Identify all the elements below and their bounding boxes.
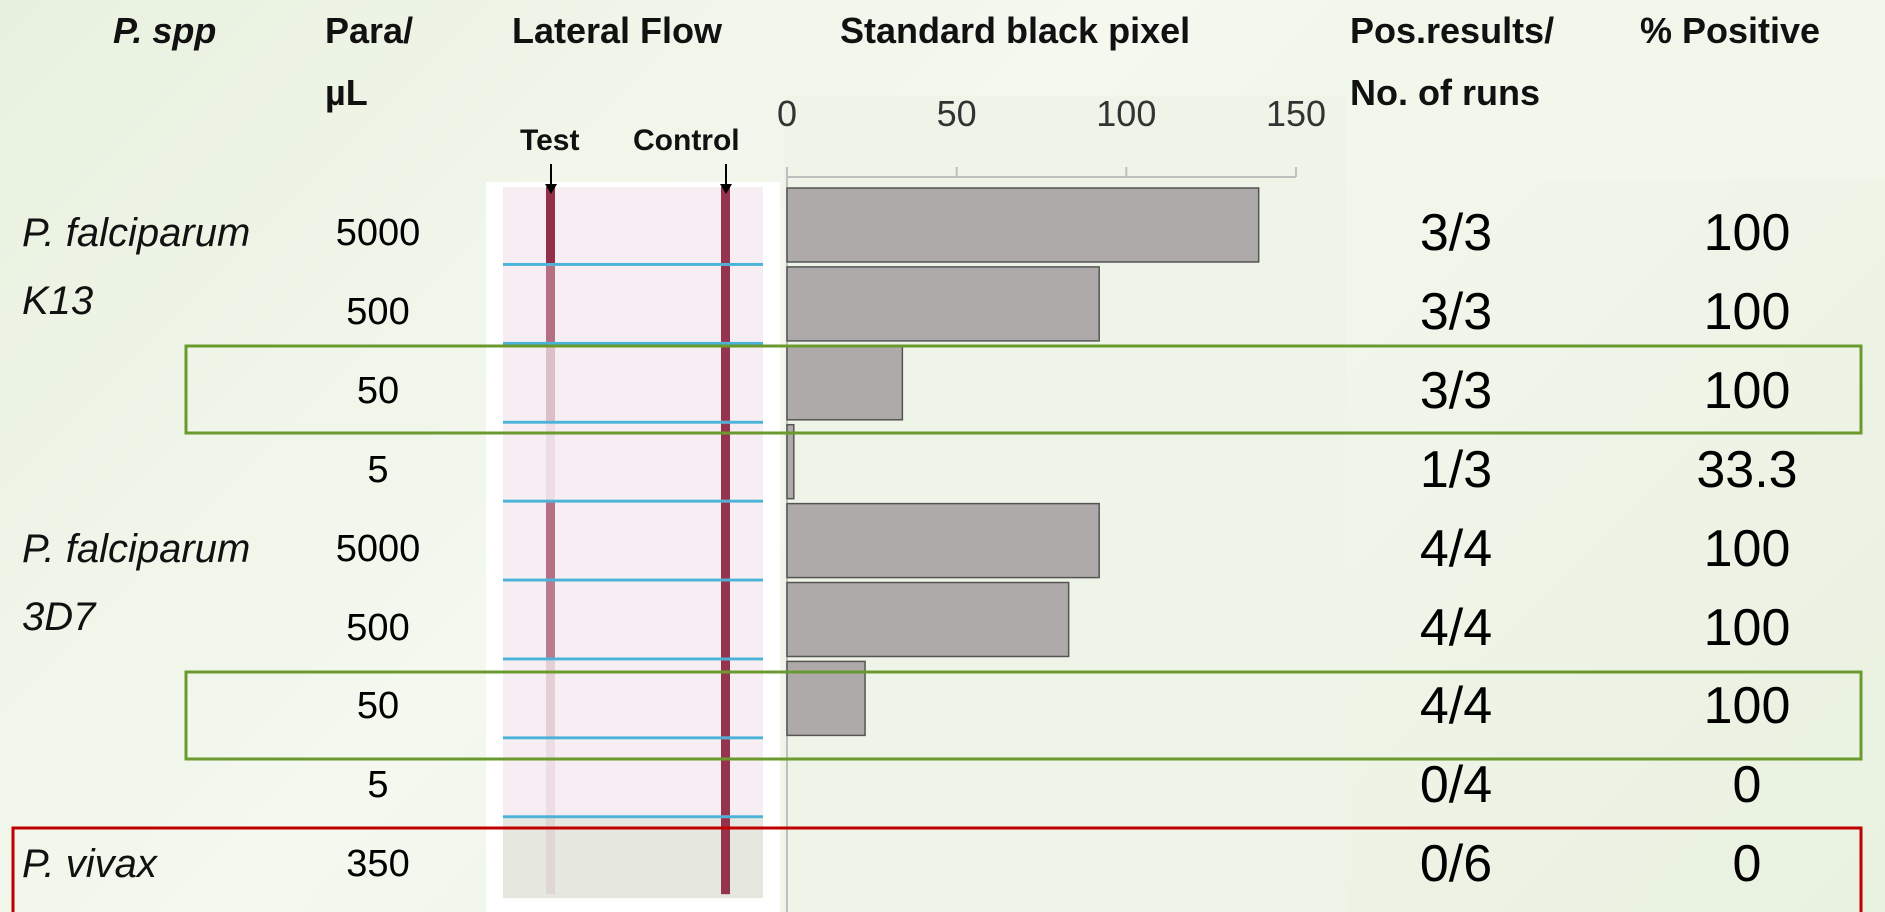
- pos-result: 4/4: [1419, 519, 1493, 578]
- control-line: [721, 739, 730, 816]
- header-para: Para/ µL: [325, 10, 414, 113]
- test-line: [546, 423, 555, 500]
- strip-band: [503, 660, 763, 741]
- test-arrowhead: [545, 184, 557, 194]
- header-species: P. spp: [113, 10, 217, 51]
- strip-band: [503, 818, 763, 899]
- x-tick-label: 150: [1266, 93, 1326, 134]
- test-line: [546, 187, 555, 263]
- header-pos: Pos.results/ No. of runs: [1350, 10, 1555, 113]
- para-value: 500: [346, 606, 410, 649]
- percent-positive: 100: [1703, 204, 1791, 262]
- control-line: [721, 502, 730, 579]
- percent-positive: 100: [1703, 519, 1791, 578]
- bar: [786, 581, 1070, 658]
- bar: [786, 345, 904, 421]
- control-arrowhead: [720, 184, 732, 194]
- control-line: [721, 265, 730, 342]
- test-line: [546, 344, 555, 421]
- bar: [786, 423, 795, 500]
- highlight-box: [184, 670, 1863, 761]
- bar: [786, 187, 1260, 263]
- percent-positive: 0: [1732, 756, 1762, 815]
- x-tick-label: 0: [777, 93, 797, 134]
- bar-chart: 0 50 100 150: [777, 93, 1326, 912]
- lateral-flow-strips: [503, 187, 763, 899]
- species-group: P. falciparum K13: [22, 211, 251, 323]
- strip-band: [503, 423, 763, 504]
- pos-result: 0/4: [1419, 756, 1493, 815]
- pos-result: 3/3: [1419, 361, 1493, 420]
- para-value: 5: [367, 448, 389, 491]
- pos-result: 3/3: [1419, 204, 1493, 262]
- control-line: [721, 187, 730, 263]
- test-line: [546, 502, 555, 579]
- percent-positive: 100: [1703, 677, 1791, 736]
- percent-positive: 100: [1703, 282, 1791, 341]
- control-line: [721, 660, 730, 737]
- species-group: P. falciparum 3D7: [22, 527, 251, 639]
- species-group: P. vivax: [22, 842, 157, 886]
- control-line: [721, 344, 730, 421]
- para-value: 5000: [335, 527, 421, 570]
- percent-positive: 100: [1703, 598, 1791, 657]
- para-value: 50: [356, 685, 400, 728]
- para-value: 50: [356, 369, 400, 412]
- header-percent: % Positive: [1640, 10, 1821, 51]
- header-lateral-flow: Lateral Flow: [512, 10, 723, 51]
- chart-title: Standard black pixel: [840, 10, 1191, 51]
- pos-result: 3/3: [1419, 282, 1493, 341]
- para-value: 500: [346, 290, 410, 333]
- test-line: [546, 265, 555, 342]
- pos-result: 4/4: [1419, 677, 1493, 736]
- test-label: Test: [520, 124, 580, 157]
- bar: [786, 266, 1100, 342]
- percent-positive: 33.3: [1696, 440, 1798, 499]
- vivax-box: [11, 826, 1863, 912]
- pos-result: 4/4: [1419, 598, 1493, 657]
- test-line: [546, 818, 555, 895]
- bar: [786, 660, 866, 737]
- percent-positive: 0: [1732, 835, 1762, 894]
- bar: [786, 502, 1100, 579]
- x-tick-label: 100: [1096, 93, 1156, 134]
- strip-band: [503, 344, 763, 425]
- control-line: [721, 818, 730, 895]
- control-line: [721, 423, 730, 500]
- test-line: [546, 739, 555, 816]
- header-panel: [1346, 0, 1885, 180]
- pos-result: 1/3: [1419, 440, 1493, 499]
- percent-positive: 100: [1703, 361, 1791, 420]
- strip-band: [503, 739, 763, 820]
- para-value: 5: [367, 764, 389, 807]
- highlight-box: [184, 344, 1863, 435]
- x-tick-label: 50: [937, 93, 977, 134]
- para-value: 5000: [335, 212, 421, 254]
- para-value: 350: [346, 843, 410, 886]
- test-line: [546, 660, 555, 737]
- control-label: Control: [633, 124, 740, 157]
- pos-result: 0/6: [1419, 835, 1493, 894]
- test-line: [546, 581, 555, 658]
- control-line: [721, 581, 730, 658]
